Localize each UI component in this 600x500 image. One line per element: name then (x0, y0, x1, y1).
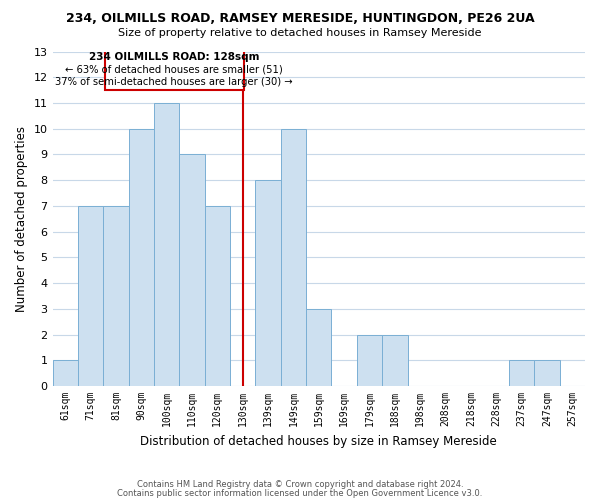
Bar (179, 154, 205, 386)
Text: Size of property relative to detached houses in Ramsey Mereside: Size of property relative to detached ho… (118, 28, 482, 38)
Text: ← 63% of detached houses are smaller (51): ← 63% of detached houses are smaller (51… (65, 64, 283, 74)
Bar (154, 103, 179, 386)
Text: Contains HM Land Registry data © Crown copyright and database right 2024.: Contains HM Land Registry data © Crown c… (137, 480, 463, 489)
Bar (205, 206, 230, 386)
Bar (306, 309, 331, 386)
Text: 37% of semi-detached houses are larger (30) →: 37% of semi-detached houses are larger (… (55, 77, 293, 87)
Y-axis label: Number of detached properties: Number of detached properties (15, 126, 28, 312)
Bar (103, 206, 128, 386)
Bar (534, 360, 560, 386)
Bar (78, 206, 103, 386)
Text: 234, OILMILLS ROAD, RAMSEY MERESIDE, HUNTINGDON, PE26 2UA: 234, OILMILLS ROAD, RAMSEY MERESIDE, HUN… (65, 12, 535, 26)
Bar (53, 360, 78, 386)
Bar (128, 128, 154, 386)
Bar (281, 128, 306, 386)
Bar (357, 334, 382, 386)
Bar (382, 334, 407, 386)
Text: Contains public sector information licensed under the Open Government Licence v3: Contains public sector information licen… (118, 490, 482, 498)
Bar (256, 180, 281, 386)
Text: 234 OILMILLS ROAD: 128sqm: 234 OILMILLS ROAD: 128sqm (89, 52, 259, 62)
FancyBboxPatch shape (104, 50, 244, 90)
X-axis label: Distribution of detached houses by size in Ramsey Mereside: Distribution of detached houses by size … (140, 434, 497, 448)
Bar (509, 360, 534, 386)
